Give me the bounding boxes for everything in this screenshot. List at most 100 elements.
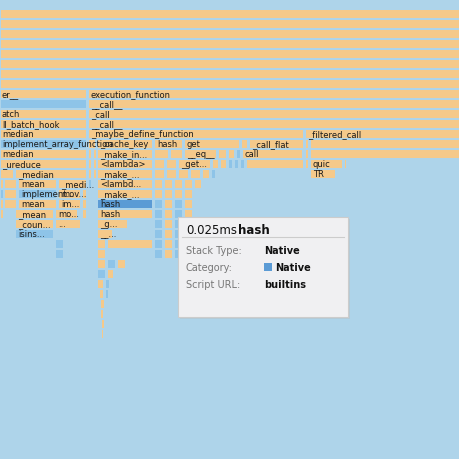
Bar xyxy=(311,170,335,178)
Text: call: call xyxy=(245,150,259,159)
Bar xyxy=(56,210,77,218)
Text: Stack Type:: Stack Type: xyxy=(185,246,241,256)
Text: __call__: __call__ xyxy=(91,100,122,109)
Bar xyxy=(90,120,459,128)
Bar xyxy=(6,190,17,198)
Bar xyxy=(229,160,232,168)
Bar xyxy=(102,320,104,328)
Bar xyxy=(0,180,4,188)
Bar xyxy=(175,200,182,208)
Text: hash: hash xyxy=(237,224,269,237)
Bar xyxy=(6,180,17,188)
Text: _median: _median xyxy=(18,170,54,179)
Text: builtins: builtins xyxy=(263,280,305,289)
Bar xyxy=(98,150,152,158)
Text: __call__: __call__ xyxy=(91,120,122,129)
Bar xyxy=(0,50,459,58)
Bar xyxy=(0,70,459,78)
Text: Script URL:: Script URL: xyxy=(185,280,240,289)
Text: hash: hash xyxy=(100,210,120,218)
Bar xyxy=(90,160,91,168)
Bar xyxy=(243,150,302,158)
Bar xyxy=(155,220,162,228)
Bar xyxy=(178,218,347,317)
Bar xyxy=(185,150,216,158)
Bar xyxy=(0,190,4,198)
Text: _get...: _get... xyxy=(180,160,207,168)
Bar xyxy=(0,1,459,8)
Text: implement_array_function: implement_array_function xyxy=(2,140,112,149)
Text: _ureduce: _ureduce xyxy=(2,160,41,168)
Bar xyxy=(17,220,53,228)
Text: im...: im... xyxy=(61,200,79,208)
Bar xyxy=(185,220,192,228)
Bar xyxy=(90,140,95,148)
Bar xyxy=(155,170,164,178)
Text: _make_in...: _make_in... xyxy=(100,150,147,159)
Bar xyxy=(306,150,308,158)
Bar xyxy=(242,140,247,148)
Bar xyxy=(90,110,459,118)
Bar xyxy=(108,270,113,278)
Bar xyxy=(155,160,164,168)
Bar xyxy=(311,140,459,148)
Bar xyxy=(98,220,127,228)
Bar xyxy=(179,170,188,178)
Text: Category:: Category: xyxy=(185,263,232,272)
Bar xyxy=(306,140,308,148)
Bar xyxy=(0,110,86,118)
Bar xyxy=(250,140,303,148)
Bar xyxy=(185,140,239,148)
Bar xyxy=(59,190,80,198)
Bar xyxy=(185,180,192,188)
Bar xyxy=(98,230,112,238)
Text: ll_batch_hook: ll_batch_hook xyxy=(2,120,59,129)
Bar xyxy=(98,170,152,178)
Bar xyxy=(90,130,303,138)
Text: er__: er__ xyxy=(2,90,19,99)
Bar xyxy=(175,210,182,218)
Bar xyxy=(0,120,86,128)
Bar xyxy=(212,170,215,178)
Bar xyxy=(195,180,201,188)
Bar xyxy=(56,240,63,248)
Bar xyxy=(98,160,152,168)
Bar xyxy=(98,280,103,288)
Text: _filtered_call: _filtered_call xyxy=(308,130,360,139)
Bar xyxy=(165,190,172,198)
Bar xyxy=(165,200,172,208)
Bar xyxy=(237,150,240,158)
Bar xyxy=(171,150,182,158)
Bar xyxy=(106,280,109,288)
Bar xyxy=(165,180,172,188)
Bar xyxy=(90,180,91,188)
Bar xyxy=(56,250,63,258)
Bar xyxy=(0,210,4,218)
Bar xyxy=(175,230,182,238)
Bar xyxy=(0,100,86,108)
Bar xyxy=(311,150,459,158)
Text: mov...: mov... xyxy=(61,190,86,199)
Bar xyxy=(94,170,96,178)
Bar xyxy=(94,150,96,158)
Bar xyxy=(165,250,172,258)
Bar xyxy=(165,220,172,228)
Bar xyxy=(155,180,162,188)
Bar xyxy=(108,260,115,268)
Bar xyxy=(0,30,459,39)
Bar xyxy=(175,240,182,248)
Bar xyxy=(263,263,271,271)
Text: quic: quic xyxy=(312,160,330,168)
Bar xyxy=(165,240,172,248)
Bar xyxy=(0,40,459,48)
Text: atch: atch xyxy=(2,110,20,119)
Bar xyxy=(56,220,80,228)
Text: __eq__: __eq__ xyxy=(187,150,214,159)
Bar xyxy=(17,210,53,218)
Text: median: median xyxy=(2,150,34,159)
Bar xyxy=(175,190,182,198)
Bar xyxy=(59,180,86,188)
Bar xyxy=(185,200,192,208)
Text: 0.025ms: 0.025ms xyxy=(185,224,236,237)
Bar xyxy=(165,210,172,218)
